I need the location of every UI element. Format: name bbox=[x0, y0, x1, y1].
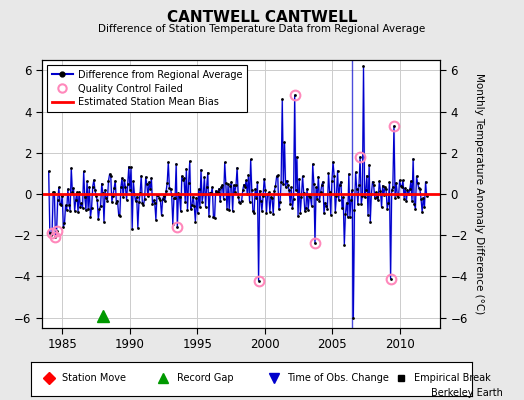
Text: Berkeley Earth: Berkeley Earth bbox=[431, 388, 503, 398]
Text: Time of Obs. Change: Time of Obs. Change bbox=[287, 373, 389, 383]
Y-axis label: Monthly Temperature Anomaly Difference (°C): Monthly Temperature Anomaly Difference (… bbox=[474, 73, 484, 315]
Text: CANTWELL CANTWELL: CANTWELL CANTWELL bbox=[167, 10, 357, 25]
Text: Difference of Station Temperature Data from Regional Average: Difference of Station Temperature Data f… bbox=[99, 24, 425, 34]
Text: Station Move: Station Move bbox=[62, 373, 126, 383]
Text: Empirical Break: Empirical Break bbox=[414, 373, 491, 383]
Text: Record Gap: Record Gap bbox=[177, 373, 233, 383]
Legend: Difference from Regional Average, Quality Control Failed, Estimated Station Mean: Difference from Regional Average, Qualit… bbox=[47, 65, 247, 112]
